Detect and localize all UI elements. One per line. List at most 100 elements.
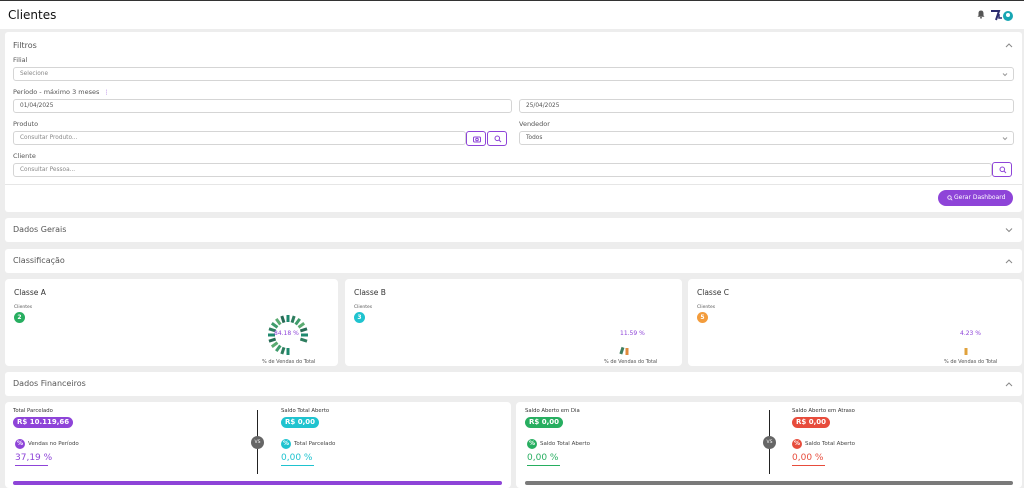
cliente-label: Cliente <box>13 152 36 160</box>
vs-badge: VS <box>763 436 776 449</box>
cliente-search-button[interactable] <box>992 162 1012 177</box>
chevron-down-icon[interactable] <box>1005 227 1013 233</box>
class-b-footer: % de Vendas do Total <box>604 359 658 365</box>
gauge-segment <box>270 341 279 348</box>
class-a-footer: % de Vendas do Total <box>262 359 316 365</box>
page-title: Clientes <box>8 8 57 22</box>
gauge-segment <box>275 317 282 326</box>
class-b-clients-label: Clientes <box>354 305 373 310</box>
info-icon[interactable]: ⋮ <box>103 89 110 96</box>
filial-placeholder: Selecione <box>20 71 49 77</box>
class-b-title: Classe B <box>354 288 386 297</box>
period-label: Período - máximo 3 meses ⋮ <box>13 88 110 96</box>
class-a-card: Classe A Clientes 2 84.18 % % de Vendas … <box>5 279 338 366</box>
gauge-segment <box>290 315 296 324</box>
saldo-em-dia-label: Saldo Aberto em Dia <box>525 408 580 414</box>
financial-right-card: Saldo Aberto em Dia R$ 0,00 Saldo Aberto… <box>516 402 1022 488</box>
class-c-footer: % de Vendas do Total <box>944 359 998 365</box>
percent-badge: % <box>15 439 25 449</box>
class-a-count-badge: 2 <box>14 312 25 323</box>
gauge-segment <box>275 344 282 353</box>
saldo-em-dia-value: R$ 0,00 <box>525 417 563 428</box>
filters-panel: Filtros Filial Selecione Período - máxim… <box>5 32 1022 212</box>
dados-financeiros-title: Dados Financeiros <box>13 379 86 388</box>
chevron-up-icon[interactable] <box>1005 258 1013 264</box>
bell-icon[interactable] <box>977 10 985 19</box>
filters-title: Filtros <box>13 41 37 50</box>
class-b-card: Classe B Clientes 3 11.59 % % de Vendas … <box>345 279 682 366</box>
total-parcelado-sub-label: Total Parcelado <box>294 441 336 447</box>
saldo-total-aberto-sub-label: Saldo Total Aberto <box>540 441 591 447</box>
progress-bar <box>525 481 1013 485</box>
vendedor-select[interactable]: Todos <box>519 131 1014 145</box>
produto-input[interactable]: Consultar Produto... <box>13 131 466 145</box>
class-b-percent: 11.59 % <box>620 330 645 337</box>
percent-badge: % <box>527 439 537 449</box>
date-start-input[interactable]: 01/04/2025 <box>13 99 512 113</box>
camera-icon <box>473 136 481 143</box>
cliente-input[interactable]: Consultar Pessoa... <box>13 163 992 177</box>
progress-bar <box>13 481 502 485</box>
search-icon <box>494 135 502 143</box>
top-bar: Clientes <box>0 0 1024 29</box>
saldo-em-atraso-value: R$ 0,00 <box>792 417 830 428</box>
class-a-gauge <box>268 315 308 355</box>
generate-dashboard-button[interactable]: Gerar Dashboard <box>938 190 1013 206</box>
total-parcelado-label: Total Parcelado <box>13 408 53 414</box>
gauge-segment <box>280 315 286 324</box>
chevron-down-icon <box>1002 137 1008 141</box>
class-c-clients-label: Clientes <box>697 305 716 310</box>
class-c-count-badge: 5 <box>697 312 708 323</box>
saldo-em-atraso-label: Saldo Aberto em Atraso <box>792 408 855 414</box>
gauge-segment <box>270 322 279 329</box>
vendas-periodo-label: Vendas no Período <box>28 441 79 447</box>
filial-label: Filial <box>13 56 28 64</box>
saldo-total-aberto-value: R$ 0,00 <box>281 417 319 428</box>
chevron-up-icon[interactable] <box>1005 381 1013 387</box>
vendas-periodo-value: 37,19 % <box>15 453 53 463</box>
gauge-segment <box>268 327 277 333</box>
saldo-em-dia-percent: 0,00 % <box>527 453 559 463</box>
class-c-title: Classe C <box>697 288 729 297</box>
produto-search-button[interactable] <box>487 131 507 146</box>
total-parcelado-percent: 0,00 % <box>281 453 313 463</box>
gauge-segment <box>268 337 277 343</box>
date-end-input[interactable]: 25/04/2025 <box>519 99 1014 113</box>
classificacao-panel[interactable]: Classificação <box>5 249 1022 273</box>
percent-badge: % <box>281 439 291 449</box>
class-b-count-badge: 3 <box>354 312 365 323</box>
vendedor-value: Todos <box>526 135 543 141</box>
class-a-title: Classe A <box>14 288 46 297</box>
dados-gerais-panel[interactable]: Dados Gerais <box>5 218 1022 242</box>
saldo-total-aberto-sub-label-2: Saldo Total Aberto <box>805 441 856 447</box>
gauge-segment <box>294 317 301 326</box>
gauge-segment <box>299 327 308 333</box>
vs-badge: VS <box>251 436 264 449</box>
gauge-segment <box>619 346 625 355</box>
class-b-gauge <box>619 346 629 355</box>
dados-financeiros-panel[interactable]: Dados Financeiros <box>5 372 1022 396</box>
barcode-scan-button[interactable] <box>466 131 486 146</box>
brand-logo-icon <box>991 10 1013 21</box>
chevron-down-icon <box>1002 73 1008 77</box>
dados-gerais-title: Dados Gerais <box>13 225 67 234</box>
gauge-segment <box>299 337 308 343</box>
class-c-card: Classe C Clientes 5 4.23 % % de Vendas d… <box>688 279 1022 366</box>
financial-left-card: Total Parcelado R$ 10.119,66 Saldo Total… <box>5 402 511 488</box>
class-a-clients-label: Clientes <box>14 305 33 310</box>
chevron-up-icon[interactable] <box>1005 42 1013 48</box>
search-icon <box>947 195 953 201</box>
class-c-percent: 4.23 % <box>960 330 981 337</box>
total-parcelado-value: R$ 10.119,66 <box>13 417 74 428</box>
filial-select[interactable]: Selecione <box>13 67 1014 81</box>
gauge-segment <box>280 346 286 355</box>
classificacao-title: Classificação <box>13 256 65 265</box>
saldo-em-atraso-percent: 0,00 % <box>792 453 824 463</box>
generate-dashboard-label: Gerar Dashboard <box>954 194 1006 201</box>
class-c-gauge <box>964 348 968 355</box>
gauge-segment <box>297 322 306 329</box>
vendedor-label: Vendedor <box>519 120 550 128</box>
saldo-total-aberto-label: Saldo Total Aberto <box>281 408 330 414</box>
produto-label: Produto <box>13 120 39 128</box>
percent-badge: % <box>792 439 802 449</box>
